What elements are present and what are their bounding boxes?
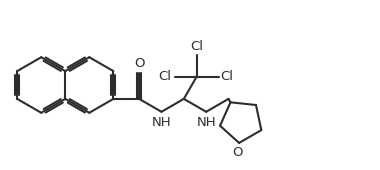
Text: Cl: Cl xyxy=(190,40,203,53)
Text: NH: NH xyxy=(196,116,216,129)
Text: O: O xyxy=(232,146,242,159)
Text: Cl: Cl xyxy=(221,70,234,83)
Text: NH: NH xyxy=(152,116,171,129)
Text: Cl: Cl xyxy=(158,70,171,83)
Text: O: O xyxy=(134,57,144,70)
